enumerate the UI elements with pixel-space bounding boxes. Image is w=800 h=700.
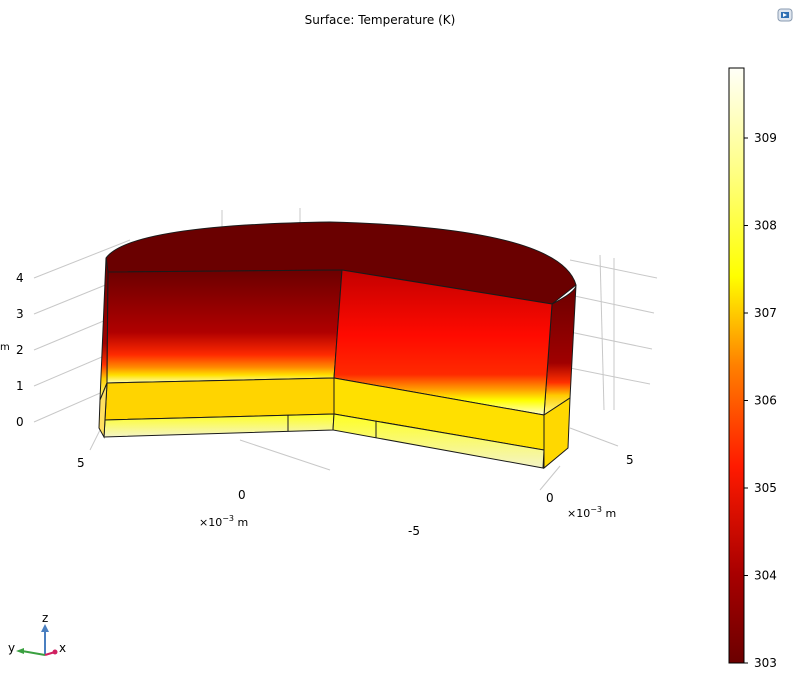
z-tick-label: 1 <box>16 379 24 393</box>
plot-title: Surface: Temperature (K) <box>304 13 456 27</box>
x-tick-label: 5 <box>626 453 634 467</box>
axis-triad: z y x <box>8 611 66 656</box>
y-axis: 5 0 -5 ×10−3 m <box>77 456 420 538</box>
triad-z-label: z <box>42 611 48 625</box>
z-axis-unit: m <box>0 342 10 353</box>
base-right <box>332 413 545 469</box>
z-axis: 0 1 2 3 4 m <box>0 271 24 429</box>
z-tick-label: 3 <box>16 307 24 321</box>
x-axis-unit: ×10−3 m <box>567 505 616 520</box>
triad-x-label: x <box>59 641 66 655</box>
z-tick-label: 0 <box>16 415 24 429</box>
colorbar-tick-label: 309 <box>754 131 777 145</box>
band-left <box>104 377 335 421</box>
colorbar-tick-label: 304 <box>754 569 777 583</box>
x-tick-label: 0 <box>546 491 554 505</box>
cut-face-left <box>106 269 343 384</box>
rim-right <box>543 397 571 470</box>
colorbar-tick-label: 307 <box>754 306 777 320</box>
y-axis-unit: ×10−3 m <box>199 514 248 529</box>
geometry-surface <box>98 221 577 470</box>
rim-left <box>98 382 108 439</box>
colorbar: 303 304 305 306 307 308 309 <box>728 67 777 670</box>
y-tick-label: 0 <box>238 488 246 502</box>
view-options-icon[interactable] <box>777 7 793 23</box>
x-axis: 0 5 ×10−3 m <box>546 453 634 520</box>
y-tick-label: -5 <box>408 524 420 538</box>
colorbar-tick-label: 305 <box>754 481 777 495</box>
top-face <box>105 221 577 305</box>
colorbar-ticks: 303 304 305 306 307 308 309 <box>744 131 777 670</box>
colorbar-tick-label: 308 <box>754 219 777 233</box>
outer-side-right <box>543 284 577 416</box>
colorbar-gradient <box>728 67 745 664</box>
colorbar-tick-label: 306 <box>754 394 777 408</box>
triad-y-label: y <box>8 641 15 655</box>
z-tick-label: 2 <box>16 343 24 357</box>
y-tick-label: 5 <box>77 456 85 470</box>
colorbar-tick-label: 303 <box>754 656 777 670</box>
z-tick-label: 4 <box>16 271 24 285</box>
